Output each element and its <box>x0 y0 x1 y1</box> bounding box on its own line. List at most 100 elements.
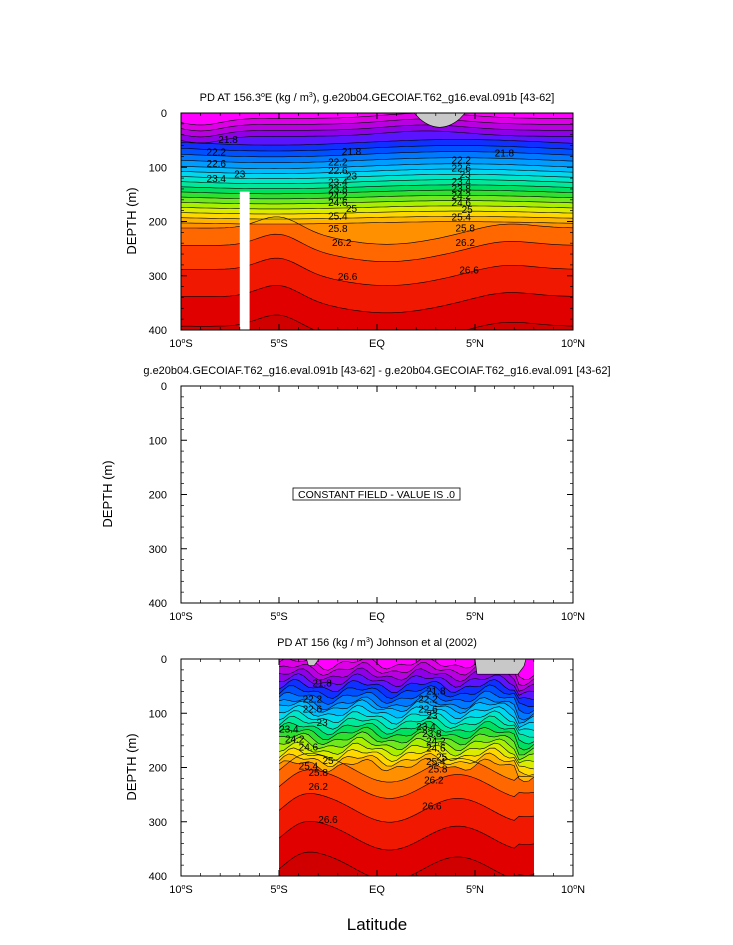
y-tick-label: 100 <box>149 435 167 447</box>
contour-line <box>279 757 534 782</box>
y-tick-label: 300 <box>149 544 167 556</box>
y-tick-label: 300 <box>149 817 167 829</box>
panel-difference: g.e20b04.GECOIAF.T62_g16.eval.091b [43-6… <box>100 365 611 623</box>
contour-label: 23.4 <box>279 725 299 736</box>
contour-line <box>279 736 534 761</box>
masked-column <box>239 191 250 330</box>
contour-line <box>181 118 573 132</box>
contour-label: 26.6 <box>459 265 479 276</box>
contour-line <box>279 753 534 783</box>
contour-label: 23 <box>426 711 438 722</box>
contour-line <box>181 151 573 158</box>
contour-label: 23.8 <box>328 184 348 195</box>
contour-label: 25.8 <box>428 765 448 776</box>
panel-observed-pd: PD AT 156 (kg / m3) Johnson et al (2002)… <box>124 637 585 934</box>
x-axis-label: Latitude <box>347 915 408 934</box>
contour-line <box>279 704 534 729</box>
y-tick-label: 200 <box>149 490 167 502</box>
x-tick-label: 5oS <box>270 338 287 350</box>
contour-line <box>279 793 534 823</box>
x-tick-label: 10oS <box>169 611 193 623</box>
contour-line <box>279 710 534 731</box>
contour-label: 26.2 <box>455 238 475 249</box>
contour-line <box>181 124 573 138</box>
contour-line <box>279 851 534 876</box>
panel1-ylabel: DEPTH (m) <box>124 187 139 254</box>
panel1-title: PD AT 156.3oE (kg / m3), g.e20b04.GECOIA… <box>200 92 555 104</box>
x-tick-label: 10oS <box>169 338 193 350</box>
contour-line <box>279 690 534 714</box>
x-tick-label: 5oN <box>466 611 484 623</box>
contour-line <box>279 715 534 738</box>
contour-label: 23.4 <box>207 174 227 185</box>
contour-label: 22.2 <box>303 695 323 706</box>
contour-label: 25.4 <box>328 212 348 223</box>
land-mask <box>474 659 527 675</box>
contour-label: 25.8 <box>308 768 328 779</box>
contour-line <box>279 684 534 708</box>
y-tick-label: 200 <box>149 217 167 229</box>
contour-label: 24.6 <box>452 198 472 209</box>
contour-label: 22.6 <box>207 159 227 170</box>
x-tick-label: 10oN <box>561 884 585 896</box>
y-tick-label: 100 <box>149 162 167 174</box>
contour-line <box>181 145 573 152</box>
x-tick-label: EQ <box>369 611 385 623</box>
x-tick-label: 10oN <box>561 611 585 623</box>
panel3-ylabel: DEPTH (m) <box>124 733 139 800</box>
land-mask <box>413 113 466 128</box>
contour-label: 23 <box>317 718 329 729</box>
contour-label: 26.6 <box>422 802 442 813</box>
x-tick-label: 5oN <box>466 338 484 350</box>
y-tick-label: 0 <box>161 654 167 666</box>
contour-label: 24.2 <box>285 734 305 745</box>
contour-line <box>181 184 573 189</box>
y-tick-label: 0 <box>161 381 167 393</box>
x-tick-label: 5oS <box>270 884 287 896</box>
contour-line <box>279 678 534 701</box>
contour-label: 24.2 <box>426 736 446 747</box>
x-tick-label: EQ <box>369 884 385 896</box>
contour-line <box>181 168 573 174</box>
contour-line <box>181 130 573 144</box>
contour-label: 24.2 <box>452 191 472 202</box>
panel2-title: g.e20b04.GECOIAF.T62_g16.eval.091b [43-6… <box>143 365 610 377</box>
contour-label: 25.8 <box>455 224 475 235</box>
contour-line <box>181 179 573 184</box>
contour-label: 22.2 <box>418 695 438 706</box>
contour-label: 21.8 <box>218 135 238 146</box>
contour-line <box>279 820 534 851</box>
contour-label: 25 <box>436 753 448 764</box>
contour-label: 23.8 <box>422 729 442 740</box>
panel3-contour-lines <box>279 659 534 876</box>
panel3-contour-fill <box>279 659 534 876</box>
contour-label: 25.8 <box>328 224 348 235</box>
contour-label: 22.6 <box>418 704 438 715</box>
contour-line <box>279 725 534 751</box>
contour-label: 23 <box>346 171 358 182</box>
panel1-ticks: 10oS 5oS EQ 5oN 10oN 0 100 200 300 400 <box>149 108 585 350</box>
contour-label: 24.2 <box>328 192 348 203</box>
contour-line <box>181 174 573 179</box>
panel1-contour-labels: 21.821.8 21.822.222.62323.422.222.62323.4… <box>207 135 515 283</box>
contour-label: 21.8 <box>426 687 446 698</box>
contour-label: 24.6 <box>299 742 319 753</box>
contour-label: 26.2 <box>424 776 444 787</box>
y-tick-label: 400 <box>149 325 167 337</box>
x-tick-label: 5oN <box>466 884 484 896</box>
y-tick-label: 0 <box>161 108 167 120</box>
contour-label: 26.2 <box>308 782 328 793</box>
contour-label: 21.8 <box>312 678 332 689</box>
contour-label: 22.6 <box>328 166 348 177</box>
contour-label: 25 <box>322 756 334 767</box>
contour-line <box>279 721 534 745</box>
contour-label: 21.8 <box>495 149 515 160</box>
contour-label: 22.2 <box>207 148 227 159</box>
contour-label: 23.4 <box>328 177 348 188</box>
panel2-ylabel: DEPTH (m) <box>100 460 115 527</box>
contour-line <box>279 742 534 764</box>
contour-label: 23.4 <box>416 722 436 733</box>
contour-label: 25.4 <box>426 757 446 768</box>
contour-label: 24.6 <box>426 744 446 755</box>
panel3-ticks: 10oS 5oS EQ 5oN 10oN 0 100 200 300 400 <box>149 654 585 896</box>
